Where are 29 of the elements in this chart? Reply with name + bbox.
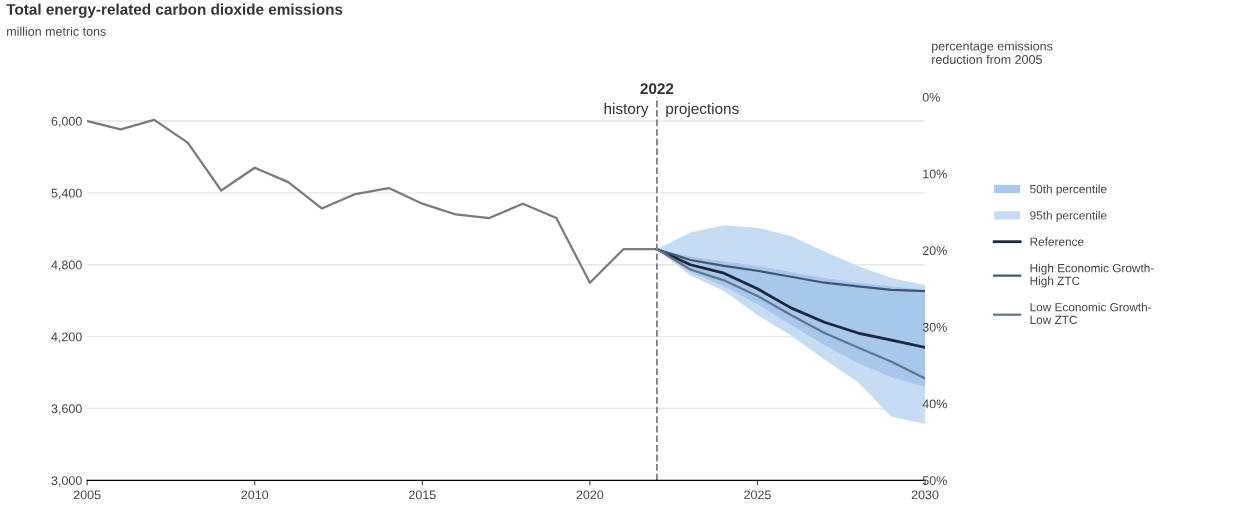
- x-tick-label: 2015: [409, 490, 436, 500]
- y-axis-title: million metric tons: [7, 26, 106, 36]
- y2-tick-label: 30%: [922, 322, 947, 332]
- x-tick-label: 2005: [73, 490, 101, 500]
- y2-tick-label: 0%: [922, 92, 940, 102]
- y-tick-label: 6,000: [51, 116, 82, 128]
- y-tick-label: 3,600: [51, 404, 82, 415]
- y2-tick-label: 10%: [923, 169, 947, 179]
- y-tick-label: 5,400: [51, 188, 82, 200]
- y2-tick-label: 50%: [922, 476, 947, 485]
- x-tick-label: 2030: [911, 490, 939, 500]
- chart-title: Total energy-related carbon dioxide emissions: [6, 3, 343, 18]
- x-tick-label: 2025: [744, 490, 771, 500]
- y-tick-label: 4,800: [51, 260, 82, 271]
- x-tick-label: 2020: [576, 490, 604, 500]
- y2-tick-label: 20%: [922, 246, 947, 256]
- x-tick-label: 2010: [241, 490, 269, 500]
- y-tick-label: 4,200: [51, 332, 82, 343]
- legend-label: 95th percentile: [1030, 210, 1107, 222]
- y2-tick-label: 40%: [922, 399, 947, 409]
- annotation: projections: [666, 102, 739, 118]
- y2-axis-title: percentage emissions reduction from 2005: [932, 41, 1053, 64]
- legend-label: Reference: [1030, 237, 1084, 246]
- legend-label: High Economic Growth- High ZTC: [1030, 263, 1154, 288]
- annotation: history: [604, 102, 649, 118]
- legend-label: 50th percentile: [1030, 184, 1107, 196]
- ref-line-label: 2022: [640, 83, 674, 95]
- legend-label: Low Economic Growth- Low ZTC: [1030, 302, 1152, 325]
- y-tick-label: 3,000: [51, 476, 82, 487]
